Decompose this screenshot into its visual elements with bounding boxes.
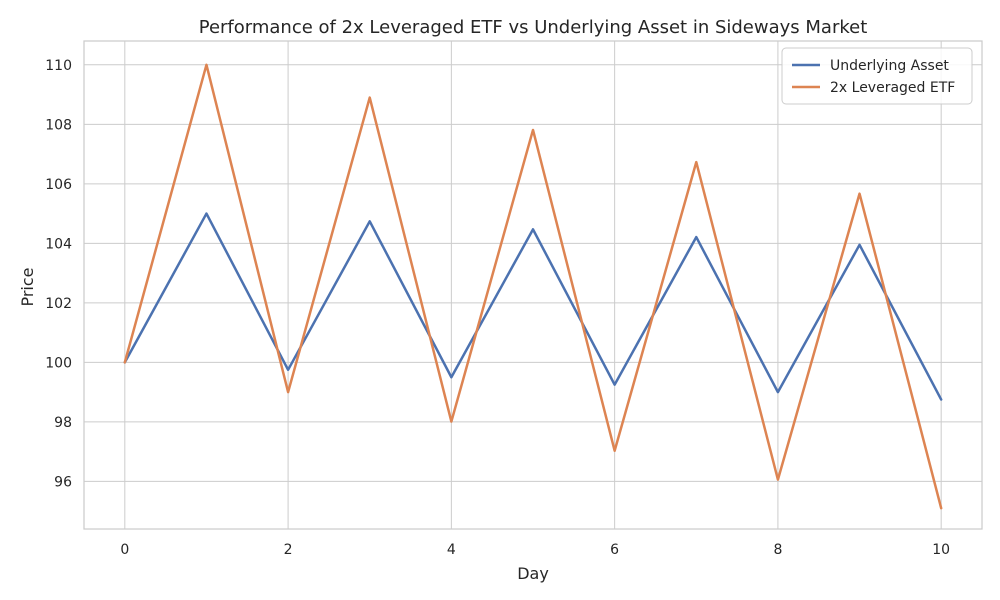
x-axis-ticks: 0 2 4 6 8 10 xyxy=(120,542,950,558)
y-tick-label: 96 xyxy=(54,474,72,490)
x-tick-label: 8 xyxy=(773,542,782,558)
y-tick-label: 110 xyxy=(45,58,72,74)
legend-label: Underlying Asset xyxy=(830,58,949,74)
chart-title: Performance of 2x Leveraged ETF vs Under… xyxy=(199,17,868,38)
x-tick-label: 2 xyxy=(284,542,293,558)
legend-label: 2x Leveraged ETF xyxy=(830,80,955,96)
y-tick-label: 106 xyxy=(45,177,72,193)
y-tick-label: 108 xyxy=(45,117,72,133)
y-tick-label: 98 xyxy=(54,415,72,431)
y-tick-label: 102 xyxy=(45,296,72,312)
x-tick-label: 0 xyxy=(120,542,129,558)
y-axis-label: Price xyxy=(18,267,37,306)
x-axis-label: Day xyxy=(517,564,549,583)
x-tick-label: 6 xyxy=(610,542,619,558)
x-tick-label: 10 xyxy=(932,542,950,558)
plot-frame xyxy=(83,40,983,530)
y-axis-ticks: 96 98 100 102 104 106 108 110 xyxy=(45,58,72,491)
series-line-underlying-asset xyxy=(123,212,943,401)
x-tick-label: 4 xyxy=(447,542,456,558)
y-tick-label: 104 xyxy=(45,236,72,252)
legend-box xyxy=(781,47,973,105)
y-tick-label: 100 xyxy=(45,355,72,371)
series-layer xyxy=(123,63,943,510)
legend: Underlying Asset 2x Leveraged ETF xyxy=(781,47,973,105)
series-line-2x-leveraged-etf xyxy=(123,63,943,510)
